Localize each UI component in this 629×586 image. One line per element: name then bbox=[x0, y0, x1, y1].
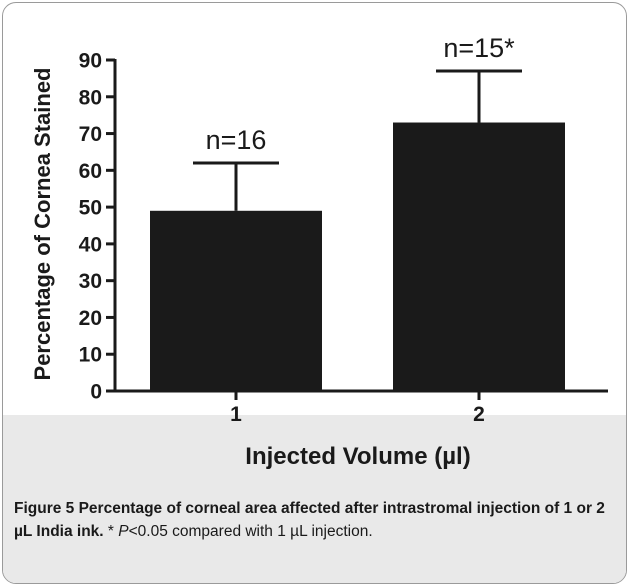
x-tick-label: 2 bbox=[473, 403, 485, 426]
y-tick-label: 70 bbox=[79, 123, 102, 146]
bar bbox=[393, 122, 565, 392]
y-tick-label: 60 bbox=[79, 160, 102, 183]
caption-star: * bbox=[103, 523, 119, 540]
y-tick-label: 0 bbox=[90, 381, 102, 404]
bar bbox=[150, 210, 322, 391]
bar-n-label: n=16 bbox=[206, 125, 267, 155]
y-tick-label: 40 bbox=[79, 233, 102, 256]
bar-n-label: n=15* bbox=[443, 33, 515, 63]
y-axis-label: Percentage of Cornea Stained bbox=[30, 68, 55, 381]
y-tick-label: 30 bbox=[79, 270, 102, 293]
y-tick-label: 50 bbox=[79, 197, 102, 220]
y-tick-label: 20 bbox=[79, 307, 102, 330]
figure-caption: Figure 5 Percentage of corneal area affe… bbox=[14, 497, 614, 543]
caption-rest: <0.05 compared with 1 µL injection. bbox=[128, 523, 373, 540]
y-tick-label: 90 bbox=[79, 50, 102, 73]
caption-p-value-symbol: P bbox=[118, 523, 129, 540]
x-tick-label: 1 bbox=[230, 403, 242, 426]
caption-title: Figure 5 Percentage of corneal area affe… bbox=[14, 500, 605, 540]
x-axis-label: Injected Volume (µl) bbox=[245, 443, 470, 470]
caption-band bbox=[3, 415, 626, 583]
y-tick-label: 80 bbox=[79, 86, 102, 109]
y-tick-label: 10 bbox=[79, 344, 102, 367]
